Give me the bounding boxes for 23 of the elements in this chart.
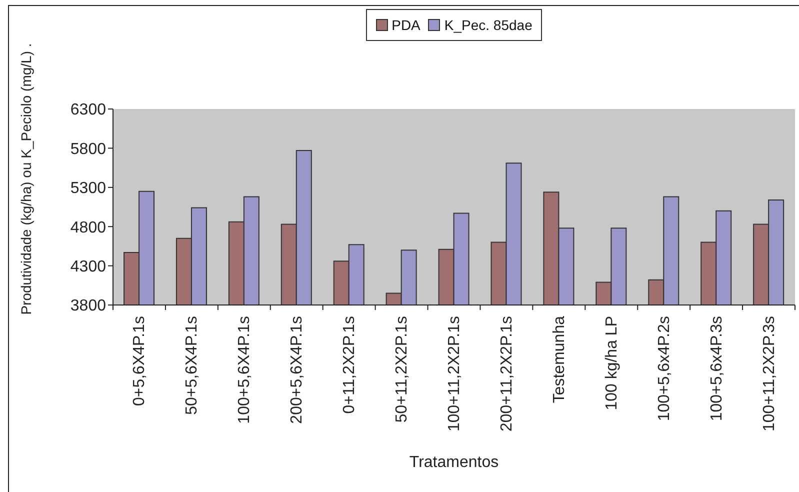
x-tick-label: 0+11,2X2P.1s bbox=[340, 316, 358, 414]
legend-label: K_Pec. 85dae bbox=[444, 17, 532, 33]
y-axis-title: Produtividade (kg/ha) ou K_Peciolo (mg/L) . bbox=[18, 43, 34, 315]
x-tick-label: 50+11,2X2P.1s bbox=[393, 316, 410, 423]
y-tick-label: 5800 bbox=[70, 140, 106, 158]
x-tick-label: 0+5,6X4P.1s bbox=[130, 316, 148, 406]
y-tick-label: 3800 bbox=[70, 298, 106, 315]
x-tick-label: 50+5,6X4P.1s bbox=[183, 316, 200, 415]
x-tick-label: 200+11,2X2P.1s bbox=[498, 316, 515, 432]
y-tick-label: 4300 bbox=[70, 258, 106, 276]
y-tick-label: 6300 bbox=[70, 102, 106, 119]
x-tick-label: Testemunha bbox=[550, 316, 568, 404]
x-tick-label: 100+5,6x4P.3s bbox=[708, 316, 725, 422]
y-tick-label: 4800 bbox=[70, 219, 106, 236]
x-tick-label: 100+11,2X2P.1s bbox=[446, 316, 462, 432]
x-tick-label: 200+5,6X4P.1s bbox=[288, 316, 306, 424]
x-axis-title: Tratamentos bbox=[409, 454, 499, 470]
legend-label: PDA bbox=[392, 17, 420, 33]
y-tick-label: 5300 bbox=[70, 180, 106, 198]
x-tick-label: 100+5,6x4P.2s bbox=[655, 316, 672, 422]
x-tick-label: 100+5,6X4P.1s bbox=[236, 316, 253, 424]
x-tick-label: 100 kg/ha LP bbox=[602, 316, 620, 410]
x-tick-label: 100+11,2X2P.3s bbox=[760, 316, 778, 432]
